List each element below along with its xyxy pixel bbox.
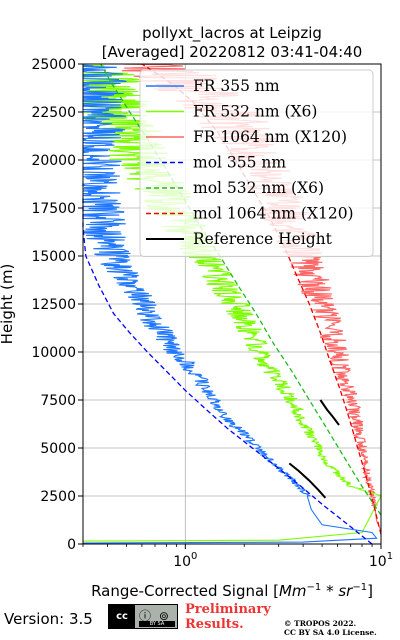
x-tick-label: 101: [369, 551, 393, 570]
y-axis-label: Height (m): [0, 264, 16, 345]
y-tick-label: 7500: [40, 393, 76, 409]
x-tick-label: 100: [173, 551, 197, 570]
x-axis: 100 101: [82, 544, 393, 570]
legend-label: mol 532 nm (X6): [193, 179, 324, 197]
y-tick-label: 22500: [31, 105, 76, 121]
x-axis-label: Range-Corrected Signal [Mm−1 * sr−1]: [91, 582, 373, 600]
legend-label: mol 355 nm: [193, 154, 286, 172]
cc-by-sa-text: BY SA: [139, 621, 175, 627]
preliminary-line2: Results.: [185, 617, 244, 632]
legend-box: [139, 69, 374, 257]
series-fr-355-nm: [81, 64, 378, 544]
chart-title-line2: [Averaged] 20220812 03:41-04:40: [102, 43, 363, 61]
legend-label: mol 1064 nm (X120): [193, 205, 354, 223]
copyright-note: © TROPOS 2022. CC BY SA 4.0 License.: [284, 619, 377, 637]
y-tick-label: 12500: [31, 297, 76, 313]
legend-label: Reference Height: [193, 230, 333, 248]
chart: pollyxt_lacros at Leipzig [Averaged] 202…: [0, 24, 393, 600]
chart-title-line1: pollyxt_lacros at Leipzig: [142, 24, 322, 43]
legend-label: FR 355 nm: [193, 77, 280, 95]
legend-label: FR 532 nm (X6): [193, 103, 317, 121]
series-reference-height: [319, 399, 340, 426]
cc-logo-mark: cc: [109, 605, 135, 628]
preliminary-line1: Preliminary: [185, 602, 271, 617]
y-tick-label: 15000: [31, 249, 76, 265]
y-tick-label: 5000: [40, 441, 76, 457]
y-tick-label: 20000: [31, 153, 76, 169]
copyright-line2: CC BY SA 4.0 License.: [284, 628, 377, 637]
y-tick-label: 2500: [40, 489, 76, 505]
copyright-line1: © TROPOS 2022.: [284, 619, 357, 628]
y-tick-label: 0: [67, 537, 76, 553]
series-reference-height: [288, 462, 327, 499]
y-tick-label: 25000: [31, 57, 76, 73]
cc-by-sa-icon: ⓘ ⊚: [139, 609, 171, 623]
preliminary-results-note: Preliminary Results.: [185, 602, 271, 632]
version-label: Version: 3.5: [4, 610, 93, 628]
cc-license-logo: cc ⓘ ⊚ BY SA: [108, 604, 178, 629]
y-tick-label: 10000: [31, 345, 76, 361]
legend: FR 355 nm FR 532 nm (X6) FR 1064 nm (X120)…: [139, 69, 374, 257]
y-tick-label: 17500: [31, 201, 76, 217]
series-mol-355-nm: [82, 198, 373, 545]
y-axis: 0 2500 5000 7500 10000 12500 15000 17500 20000 22…: [31, 57, 83, 553]
legend-label: FR 1064 nm (X120): [193, 128, 347, 146]
